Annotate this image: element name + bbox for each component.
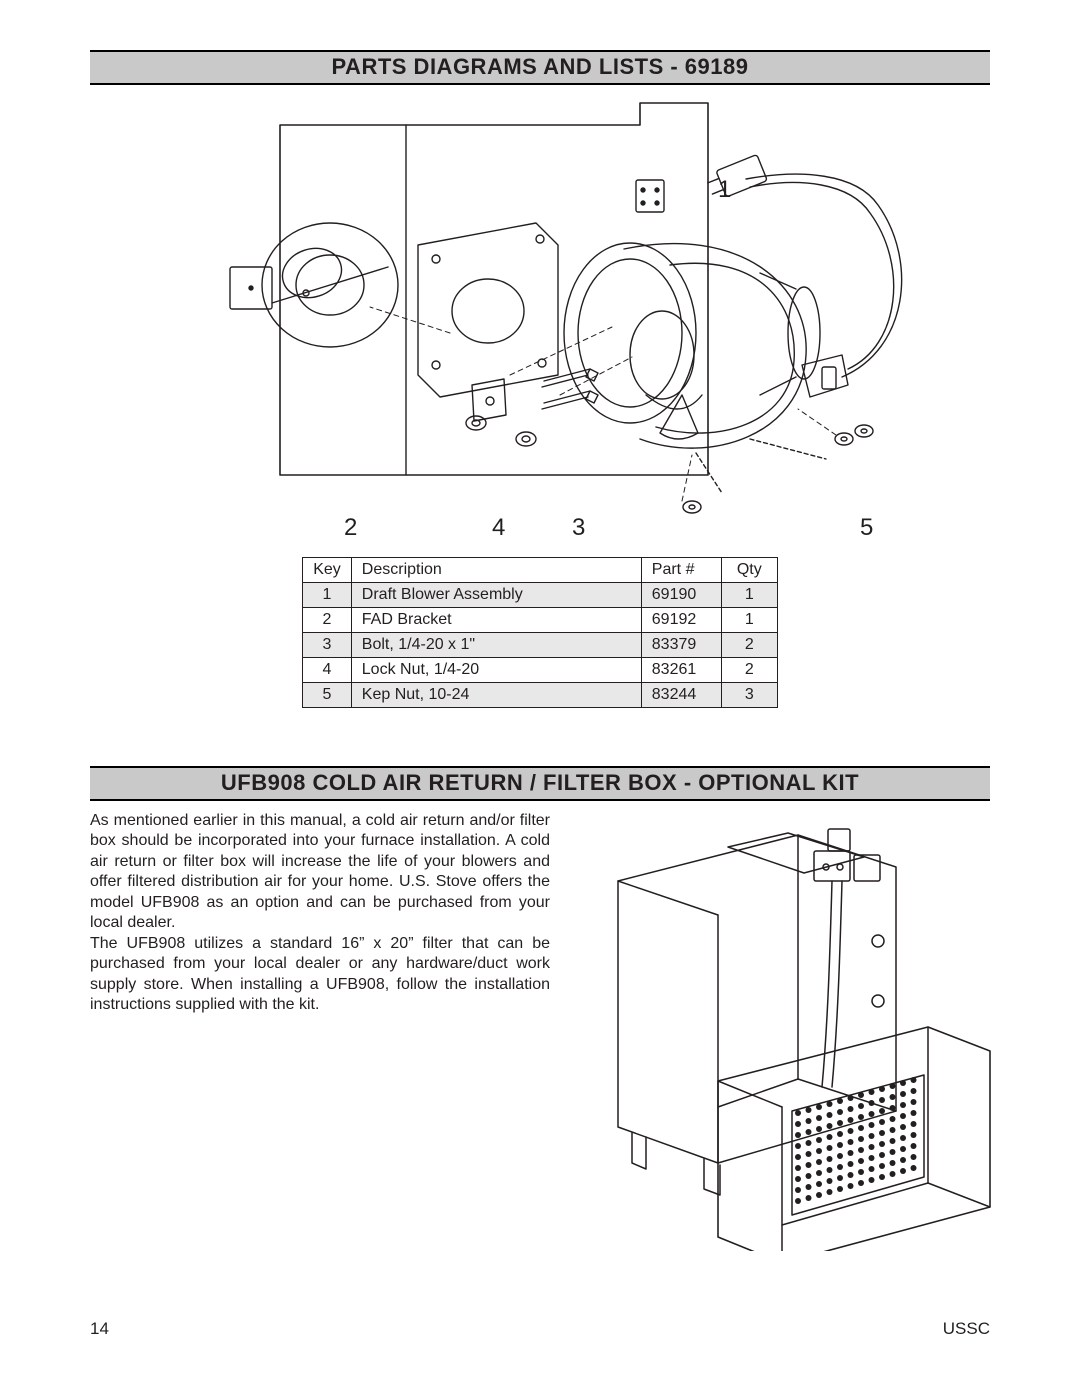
th-part: Part #: [641, 558, 721, 583]
th-desc: Description: [351, 558, 641, 583]
exploded-diagram-svg: 1 2 4 3 5: [160, 95, 920, 545]
page-number: 14: [90, 1319, 109, 1339]
cell-qty: 2: [721, 633, 777, 658]
footer-brand: USSC: [943, 1319, 990, 1339]
th-qty: Qty: [721, 558, 777, 583]
th-key: Key: [303, 558, 352, 583]
section-header-kit-text: UFB908 COLD AIR RETURN / FILTER BOX - OP…: [221, 770, 859, 795]
cell-part: 83379: [641, 633, 721, 658]
callout-2: 2: [344, 514, 357, 541]
cell-qty: 1: [721, 608, 777, 633]
page-footer: 14 USSC: [90, 1319, 990, 1339]
table-row: 2 FAD Bracket 69192 1: [303, 608, 778, 633]
table-row: 3 Bolt, 1/4-20 x 1" 83379 2: [303, 633, 778, 658]
cell-desc: Draft Blower Assembly: [351, 583, 641, 608]
cell-part: 83261: [641, 658, 721, 683]
table-row: 4 Lock Nut, 1/4-20 83261 2: [303, 658, 778, 683]
cell-desc: Lock Nut, 1/4-20: [351, 658, 641, 683]
cell-key: 3: [303, 633, 352, 658]
table-row: 5 Kep Nut, 10-24 83244 3: [303, 683, 778, 708]
parts-table: Key Description Part # Qty 1 Draft Blowe…: [302, 557, 778, 708]
cell-key: 5: [303, 683, 352, 708]
cell-key: 4: [303, 658, 352, 683]
cell-part: 83244: [641, 683, 721, 708]
callout-3: 3: [572, 514, 585, 541]
callout-5: 5: [860, 514, 873, 541]
kit-paragraph-2: The UFB908 utilizes a standard 16” x 20”…: [90, 934, 550, 1016]
cell-qty: 2: [721, 658, 777, 683]
section-header-kit: UFB908 COLD AIR RETURN / FILTER BOX - OP…: [90, 766, 990, 801]
cell-desc: FAD Bracket: [351, 608, 641, 633]
cell-desc: Bolt, 1/4-20 x 1": [351, 633, 641, 658]
table-header-row: Key Description Part # Qty: [303, 558, 778, 583]
cell-qty: 3: [721, 683, 777, 708]
kit-paragraph-1: As mentioned earlier in this manual, a c…: [90, 811, 550, 934]
cell-part: 69190: [641, 583, 721, 608]
cell-qty: 1: [721, 583, 777, 608]
section-header-parts-text: PARTS DIAGRAMS AND LISTS - 69189: [332, 54, 749, 79]
table-row: 1 Draft Blower Assembly 69190 1: [303, 583, 778, 608]
cell-key: 2: [303, 608, 352, 633]
section-header-parts: PARTS DIAGRAMS AND LISTS - 69189: [90, 50, 990, 85]
cell-part: 69192: [641, 608, 721, 633]
cell-desc: Kep Nut, 10-24: [351, 683, 641, 708]
kit-illustration: [578, 811, 998, 1256]
callout-1: 1: [718, 176, 731, 203]
callout-4: 4: [492, 514, 505, 541]
kit-text-block: As mentioned earlier in this manual, a c…: [90, 811, 550, 1256]
kit-section: UFB908 COLD AIR RETURN / FILTER BOX - OP…: [90, 766, 990, 1256]
cell-key: 1: [303, 583, 352, 608]
exploded-diagram: 1 2 4 3 5: [90, 95, 990, 545]
kit-illustration-svg: [578, 811, 998, 1251]
